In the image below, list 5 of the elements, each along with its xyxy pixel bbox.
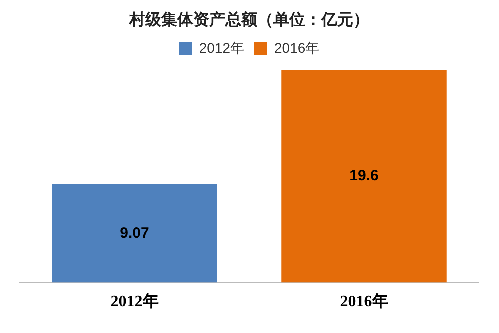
- data-label: 19.6: [350, 168, 379, 185]
- legend-label: 2016年: [274, 40, 320, 56]
- data-label: 9.07: [120, 224, 150, 242]
- legend-label: 2012年: [199, 40, 245, 56]
- chart-title: 村级集体资产总额（单位：亿元）: [128, 10, 370, 31]
